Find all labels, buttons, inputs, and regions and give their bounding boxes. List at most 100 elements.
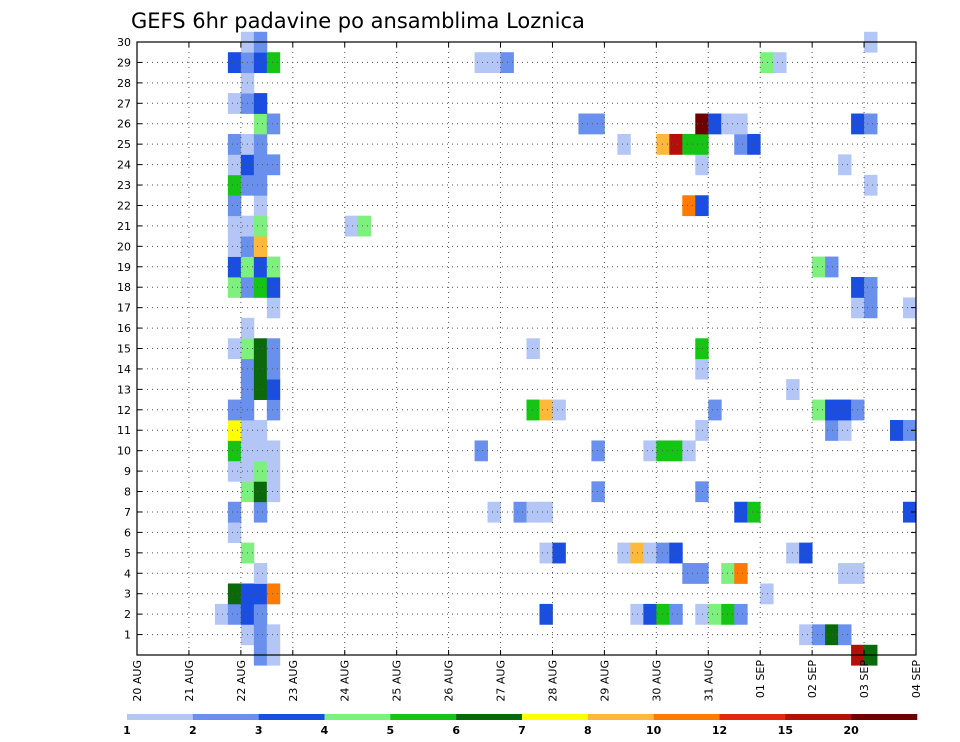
heatmap-cell <box>838 399 852 421</box>
heatmap-cells <box>214 31 917 666</box>
y-tick-label: 29 <box>117 56 131 69</box>
heatmap-cell <box>474 440 488 462</box>
heatmap-cell <box>526 399 540 421</box>
grid-lines <box>137 41 916 655</box>
heatmap-cell <box>266 379 281 400</box>
y-tick-label: 3 <box>124 588 131 601</box>
legend-swatch <box>522 714 589 720</box>
heatmap-cell <box>227 440 242 462</box>
heatmap-cell <box>253 603 268 625</box>
legend-swatch <box>653 714 720 720</box>
heatmap-cell <box>253 481 268 503</box>
heatmap-cell <box>578 113 592 135</box>
heatmap-cell <box>253 624 268 646</box>
y-tick-label: 28 <box>117 77 131 90</box>
legend-swatch <box>587 714 654 720</box>
y-tick-label: 2 <box>124 608 131 621</box>
heatmap-cell <box>227 215 242 237</box>
heatmap-cell <box>253 154 268 176</box>
heatmap-cell <box>825 256 839 278</box>
heatmap-cell <box>266 481 281 503</box>
x-tick-label: 28 AUG <box>546 660 559 702</box>
heatmap-cell <box>669 542 683 564</box>
heatmap-cell <box>266 338 281 360</box>
legend-label: 8 <box>584 724 592 737</box>
y-tick-label: 9 <box>124 465 131 478</box>
heatmap-cell <box>591 113 605 135</box>
legend-label: 7 <box>518 724 526 737</box>
heatmap-cell <box>344 215 359 237</box>
heatmap-cell <box>643 542 657 564</box>
y-tick-label: 20 <box>117 240 131 253</box>
color-legend: 1 2 3 4 5 6 7 8 10 12 15 20 <box>123 714 918 737</box>
x-tick-label: 20 AUG <box>131 660 144 702</box>
heatmap-cell <box>266 297 281 319</box>
x-tick-label: 23 AUG <box>287 660 300 702</box>
y-tick-label: 30 <box>117 36 131 49</box>
heatmap-cell <box>760 52 774 74</box>
heatmap-cell <box>695 338 709 360</box>
x-tick-label: 26 AUG <box>443 660 456 702</box>
heatmap-cell <box>695 603 709 625</box>
heatmap-cell <box>799 542 813 564</box>
heatmap-cell <box>227 522 242 544</box>
heatmap-cell <box>253 236 268 257</box>
heatmap-cell <box>903 420 917 441</box>
heatmap-cell <box>747 133 761 155</box>
heatmap-cell <box>227 583 242 605</box>
y-tick-label: 27 <box>117 97 131 110</box>
heatmap-cell <box>890 420 904 441</box>
chart-title: GEFS 6hr padavine po ansamblima Loznica <box>131 9 585 33</box>
x-tick-label: 27 AUG <box>495 660 508 702</box>
heatmap-cell <box>227 256 242 278</box>
heatmap-cell <box>253 133 268 155</box>
heatmap-cell <box>539 603 553 625</box>
heatmap-cell <box>682 133 696 155</box>
heatmap-cell <box>708 603 722 625</box>
heatmap-cell <box>266 52 281 74</box>
heatmap-cell <box>695 420 709 441</box>
heatmap-cell <box>695 358 709 380</box>
legend-swatch <box>192 714 259 720</box>
y-tick-label: 17 <box>117 302 131 315</box>
heatmap-cell <box>266 113 281 135</box>
heatmap-cell <box>227 195 242 217</box>
heatmap-cell <box>227 501 242 523</box>
legend-swatch <box>851 714 918 720</box>
y-tick-label: 26 <box>117 118 131 131</box>
heatmap-cell <box>253 358 268 380</box>
heatmap-cell <box>903 297 917 319</box>
heatmap-cell <box>253 93 268 114</box>
legend-swatch <box>127 714 194 720</box>
heatmap-cell <box>656 542 670 564</box>
heatmap-cell <box>617 133 631 155</box>
heatmap-cell <box>227 276 242 298</box>
x-tick-label: 21 AUG <box>183 660 196 702</box>
heatmap-cell <box>253 52 268 74</box>
heatmap-cell <box>591 481 605 503</box>
heatmap-cell <box>825 399 839 421</box>
y-tick-label: 14 <box>117 363 131 376</box>
heatmap-cell <box>747 501 761 523</box>
y-tick-label: 4 <box>124 567 131 580</box>
heatmap-cell <box>266 154 281 176</box>
y-tick-label: 18 <box>117 281 131 294</box>
heatmap-cell <box>864 297 878 319</box>
legend-label: 3 <box>255 724 263 737</box>
heatmap-cell <box>552 542 566 564</box>
legend-label: 5 <box>387 724 395 737</box>
legend-label: 6 <box>452 724 460 737</box>
heatmap-cell <box>812 399 826 421</box>
legend-label: 1 <box>123 724 131 737</box>
legend-swatch <box>719 714 786 720</box>
heatmap-cell <box>695 563 709 584</box>
heatmap-cell <box>903 501 917 523</box>
heatmap-cell <box>643 603 657 625</box>
heatmap-cell <box>695 154 709 176</box>
legend-label: 20 <box>844 724 860 737</box>
heatmap-cell <box>253 379 268 400</box>
heatmap-cell <box>656 440 670 462</box>
heatmap-cell <box>669 133 683 155</box>
heatmap-cell <box>266 358 281 380</box>
